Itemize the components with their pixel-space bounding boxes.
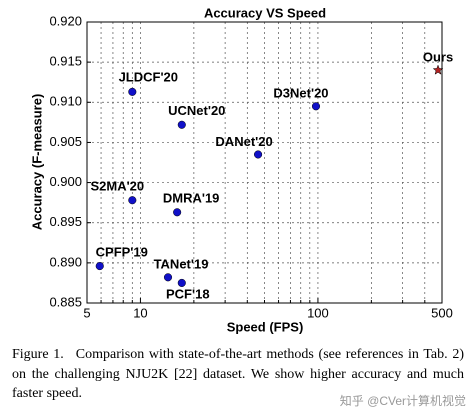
chart: Accuracy VS Speed Speed (FPS) Accuracy (…: [29, 5, 453, 334]
point-label: JLDCF'20: [119, 69, 178, 84]
watermark: 知乎 @CVer计算机视觉: [339, 392, 466, 409]
point: [163, 273, 173, 282]
x-tick-label: 10: [133, 305, 147, 320]
x-axis-label: Speed (FPS): [227, 319, 304, 334]
y-axis-label: Accuracy (F-measure): [29, 94, 44, 231]
point-label: TANet'19: [154, 257, 209, 272]
point-label: PCF'18: [166, 286, 210, 301]
y-tick-label: 0.895: [49, 214, 82, 229]
x-tick-label: 100: [307, 305, 329, 320]
point: [177, 278, 186, 287]
point-label: D3Net'20: [273, 86, 328, 101]
point: [311, 102, 321, 111]
x-tick-label: 5: [83, 305, 90, 320]
x-tick-label: 500: [431, 305, 453, 320]
point: [432, 64, 444, 75]
point: [128, 87, 137, 96]
y-tick-label: 0.920: [49, 13, 82, 28]
y-tick-label: 0.910: [49, 94, 82, 109]
point-label: DANet'20: [215, 134, 272, 149]
point-label: DMRA'19: [163, 191, 220, 206]
point: [173, 208, 182, 217]
y-tick-label: 0.885: [49, 294, 82, 309]
point-label: CPFP'19: [96, 245, 148, 260]
chart-title: Accuracy VS Speed: [204, 5, 326, 20]
point-label: S2MA'20: [90, 179, 144, 194]
caption-text: Comparison with state-of-the-art methods…: [12, 347, 464, 401]
plot-frame: [86, 21, 443, 304]
y-tick-label: 0.890: [49, 254, 82, 269]
figure-number: Figure 1.: [12, 347, 64, 362]
point: [177, 120, 186, 129]
y-tick-label: 0.905: [49, 134, 82, 149]
point-label: UCNet'20: [168, 103, 225, 118]
point: [95, 262, 104, 271]
point: [128, 196, 137, 205]
point-label: Ours: [423, 50, 453, 65]
y-tick-label: 0.900: [49, 174, 82, 189]
point: [254, 150, 263, 159]
caption: Figure 1. Comparison with state-of-the-ar…: [12, 345, 464, 404]
y-tick-label: 0.915: [49, 54, 82, 69]
